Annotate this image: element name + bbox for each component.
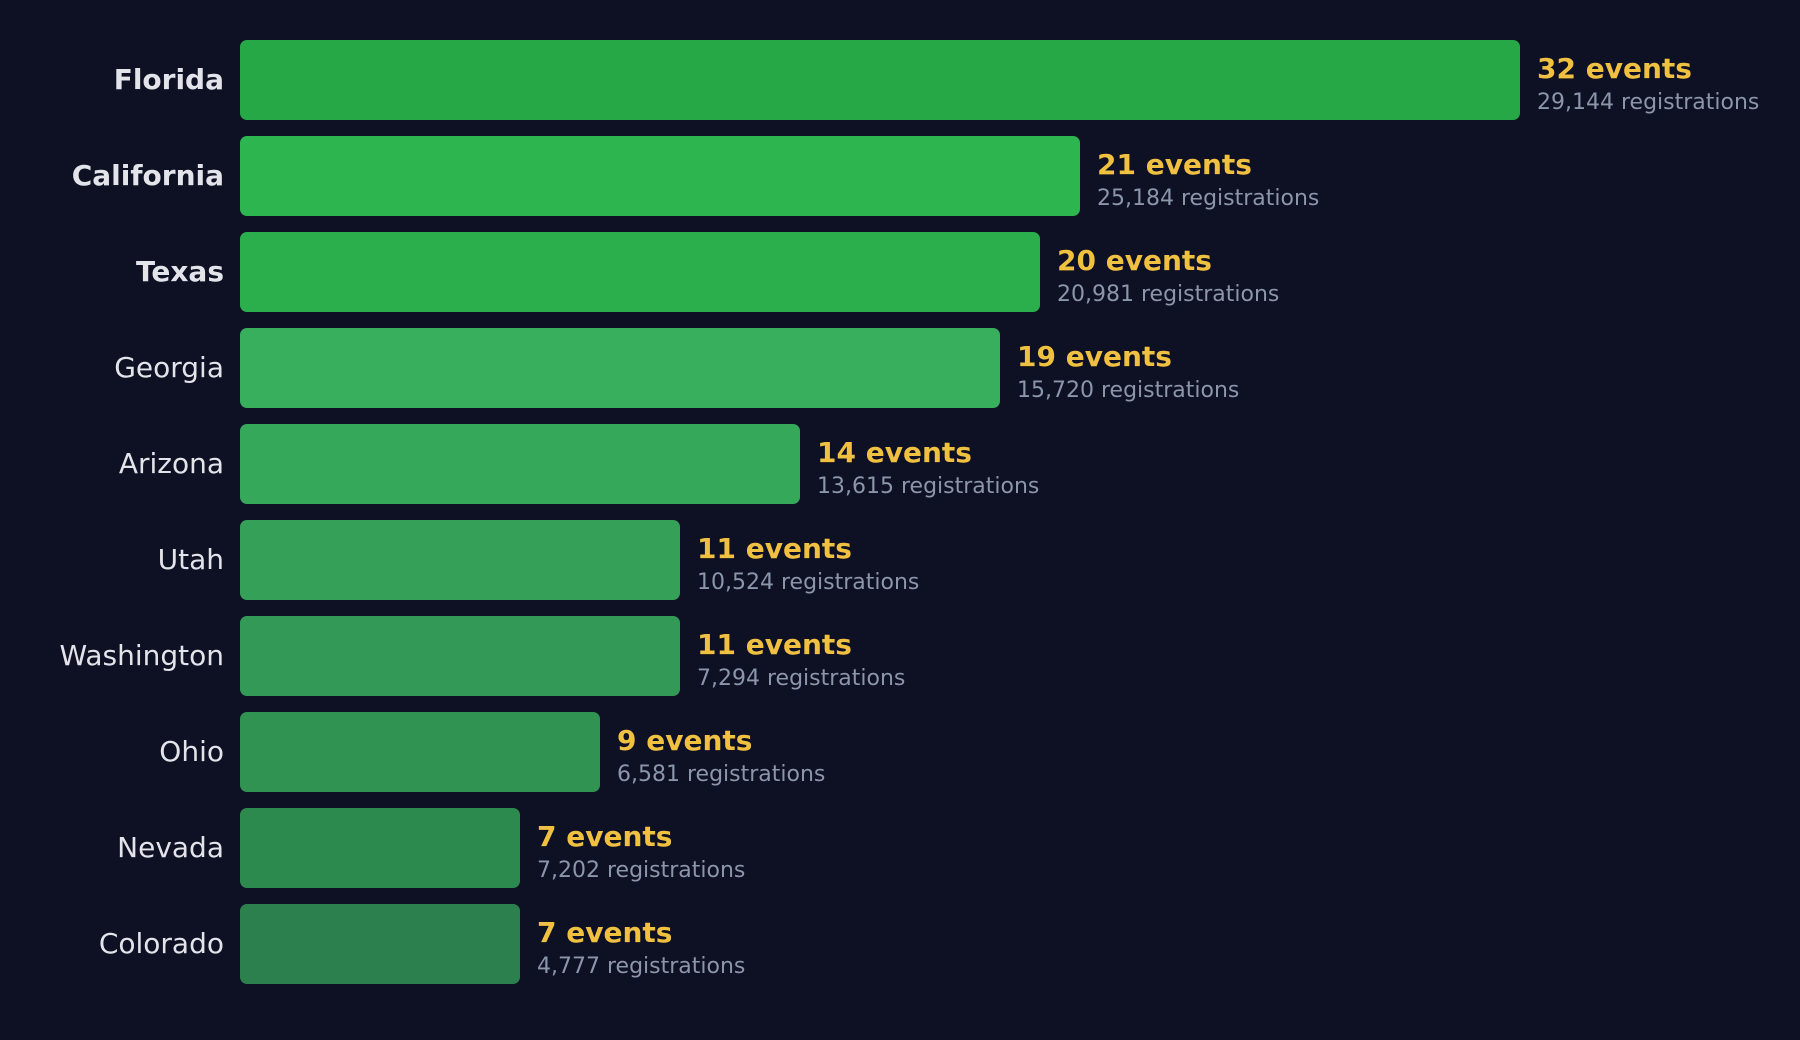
state-label: Florida bbox=[113, 63, 224, 96]
chart-row-washington: Washington 11 events 7,294 registrations bbox=[0, 616, 1800, 696]
bar-nevada bbox=[240, 808, 520, 888]
registrations-count: 15,720 registrations bbox=[1017, 378, 1240, 403]
bar-california bbox=[240, 136, 1080, 216]
state-label: Colorado bbox=[98, 927, 224, 960]
registrations-count: 10,524 registrations bbox=[697, 570, 920, 595]
events-count: 9 events bbox=[617, 724, 753, 757]
registrations-count: 4,777 registrations bbox=[537, 954, 746, 979]
chart-row-california: California 21 events 25,184 registration… bbox=[0, 136, 1800, 216]
bar-florida bbox=[240, 40, 1520, 120]
state-label: Ohio bbox=[159, 735, 224, 768]
state-label: Washington bbox=[59, 639, 224, 672]
registrations-count: 6,581 registrations bbox=[617, 762, 826, 787]
events-count: 19 events bbox=[1017, 340, 1172, 373]
events-count: 20 events bbox=[1057, 244, 1212, 277]
chart-row-georgia: Georgia 19 events 15,720 registrations bbox=[0, 328, 1800, 408]
events-count: 11 events bbox=[697, 628, 852, 661]
chart-row-utah: Utah 11 events 10,524 registrations bbox=[0, 520, 1800, 600]
registrations-count: 20,981 registrations bbox=[1057, 282, 1280, 307]
bar-colorado bbox=[240, 904, 520, 984]
events-count: 21 events bbox=[1097, 148, 1252, 181]
events-count: 32 events bbox=[1537, 52, 1692, 85]
state-label: Arizona bbox=[118, 447, 224, 480]
bar-utah bbox=[240, 520, 680, 600]
bar-arizona bbox=[240, 424, 800, 504]
bar-ohio bbox=[240, 712, 600, 792]
state-label: California bbox=[71, 159, 224, 192]
events-count: 7 events bbox=[537, 820, 673, 853]
registrations-count: 29,144 registrations bbox=[1537, 90, 1760, 115]
registrations-count: 25,184 registrations bbox=[1097, 186, 1320, 211]
bar-georgia bbox=[240, 328, 1000, 408]
bar-washington bbox=[240, 616, 680, 696]
chart-row-colorado: Colorado 7 events 4,777 registrations bbox=[0, 904, 1800, 984]
state-label: Utah bbox=[157, 543, 224, 576]
events-count: 14 events bbox=[817, 436, 972, 469]
registrations-count: 7,202 registrations bbox=[537, 858, 746, 883]
bar-texas bbox=[240, 232, 1040, 312]
registrations-count: 13,615 registrations bbox=[817, 474, 1040, 499]
events-count: 11 events bbox=[697, 532, 852, 565]
state-label: Texas bbox=[136, 255, 224, 288]
chart-row-arizona: Arizona 14 events 13,615 registrations bbox=[0, 424, 1800, 504]
chart-row-florida: Florida 32 events 29,144 registrations bbox=[0, 40, 1800, 120]
events-count: 7 events bbox=[537, 916, 673, 949]
chart-row-ohio: Ohio 9 events 6,581 registrations bbox=[0, 712, 1800, 792]
state-label: Nevada bbox=[117, 831, 224, 864]
chart-row-nevada: Nevada 7 events 7,202 registrations bbox=[0, 808, 1800, 888]
state-label: Georgia bbox=[114, 351, 224, 384]
registrations-count: 7,294 registrations bbox=[697, 666, 906, 691]
chart-row-texas: Texas 20 events 20,981 registrations bbox=[0, 232, 1800, 312]
